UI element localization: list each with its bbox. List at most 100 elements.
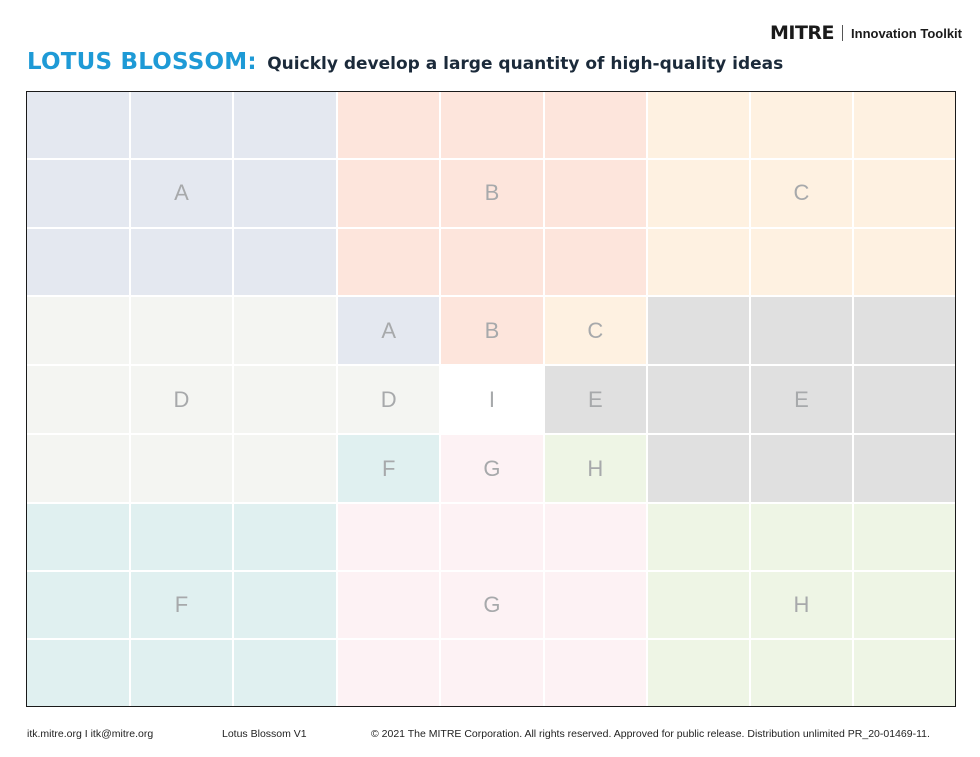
center-cell-c[interactable]: C	[544, 297, 646, 364]
idea-cell[interactable]	[130, 435, 233, 502]
center-cell-f[interactable]: F	[338, 435, 440, 502]
idea-cell[interactable]	[544, 228, 646, 295]
idea-cell[interactable]	[854, 297, 955, 364]
idea-cell[interactable]	[27, 160, 129, 227]
idea-cell[interactable]	[130, 297, 233, 364]
idea-cell[interactable]	[544, 640, 646, 706]
idea-cell[interactable]	[130, 92, 233, 159]
block-c-center[interactable]: C	[751, 160, 852, 227]
footer-contact: itk.mitre.org I itk@mitre.org	[27, 728, 154, 740]
idea-cell[interactable]	[544, 572, 646, 638]
idea-cell[interactable]	[751, 640, 852, 706]
idea-cell[interactable]	[338, 504, 440, 570]
idea-cell[interactable]	[234, 640, 336, 706]
center-cell-d[interactable]: D	[338, 366, 440, 433]
idea-cell[interactable]	[544, 160, 646, 227]
idea-cell[interactable]	[27, 366, 129, 433]
idea-cell[interactable]	[338, 640, 440, 706]
block-a-center[interactable]: A	[130, 160, 233, 227]
idea-cell[interactable]	[234, 297, 336, 364]
block-c: C	[648, 92, 955, 295]
idea-cell[interactable]	[648, 160, 749, 227]
footer-copyright: © 2021 The MITRE Corporation. All rights…	[371, 728, 930, 740]
block-e-center[interactable]: E	[751, 366, 852, 433]
brand-header: MITRE Innovation Toolkit	[770, 22, 962, 44]
block-f-center[interactable]: F	[130, 572, 233, 638]
idea-cell[interactable]	[854, 92, 955, 159]
idea-cell[interactable]	[648, 572, 749, 638]
block-a: A	[27, 92, 336, 295]
idea-cell[interactable]	[130, 504, 233, 570]
idea-cell[interactable]	[234, 92, 336, 159]
center-cell-e[interactable]: E	[544, 366, 646, 433]
idea-cell[interactable]	[751, 92, 852, 159]
center-cell-g[interactable]: G	[441, 435, 543, 502]
block-h-center[interactable]: H	[751, 572, 852, 638]
center-cell-a[interactable]: A	[338, 297, 440, 364]
block-g-center[interactable]: G	[441, 572, 543, 638]
idea-cell[interactable]	[751, 504, 852, 570]
idea-cell[interactable]	[234, 366, 336, 433]
idea-cell[interactable]	[234, 435, 336, 502]
block-d: D	[27, 297, 336, 502]
idea-cell[interactable]	[27, 504, 129, 570]
idea-cell[interactable]	[544, 92, 646, 159]
block-b-center[interactable]: B	[441, 160, 543, 227]
idea-cell[interactable]	[648, 228, 749, 295]
title-subtitle: Quickly develop a large quantity of high…	[267, 54, 784, 74]
center-cell-b[interactable]: B	[441, 297, 543, 364]
idea-cell[interactable]	[648, 297, 749, 364]
idea-cell[interactable]	[648, 435, 749, 502]
idea-cell[interactable]	[854, 366, 955, 433]
idea-cell[interactable]	[751, 228, 852, 295]
block-f: F	[27, 504, 336, 706]
idea-cell[interactable]	[234, 504, 336, 570]
idea-cell[interactable]	[648, 504, 749, 570]
page-title: LOTUS BLOSSOM: Quickly develop a large q…	[27, 49, 783, 75]
block-b: B	[338, 92, 646, 295]
idea-cell[interactable]	[27, 92, 129, 159]
idea-cell[interactable]	[854, 640, 955, 706]
idea-cell[interactable]	[854, 572, 955, 638]
idea-cell[interactable]	[130, 228, 233, 295]
idea-cell[interactable]	[854, 228, 955, 295]
center-cell-i[interactable]: I	[441, 366, 543, 433]
idea-cell[interactable]	[234, 228, 336, 295]
idea-cell[interactable]	[648, 92, 749, 159]
idea-cell[interactable]	[27, 640, 129, 706]
idea-cell[interactable]	[854, 160, 955, 227]
idea-cell[interactable]	[338, 228, 440, 295]
idea-cell[interactable]	[338, 92, 440, 159]
brand-divider	[842, 25, 844, 41]
idea-cell[interactable]	[751, 435, 852, 502]
block-h: H	[648, 504, 955, 706]
block-d-center[interactable]: D	[130, 366, 233, 433]
idea-cell[interactable]	[441, 640, 543, 706]
center-cell-h[interactable]: H	[544, 435, 646, 502]
mitre-logo: MITRE	[769, 22, 835, 44]
block-e: E	[648, 297, 955, 502]
idea-cell[interactable]	[27, 572, 129, 638]
idea-cell[interactable]	[648, 366, 749, 433]
idea-cell[interactable]	[338, 160, 440, 227]
idea-cell[interactable]	[234, 572, 336, 638]
idea-cell[interactable]	[854, 435, 955, 502]
idea-cell[interactable]	[441, 228, 543, 295]
idea-cell[interactable]	[130, 640, 233, 706]
idea-cell[interactable]	[27, 228, 129, 295]
idea-cell[interactable]	[648, 640, 749, 706]
idea-cell[interactable]	[27, 435, 129, 502]
idea-cell[interactable]	[544, 504, 646, 570]
idea-cell[interactable]	[27, 297, 129, 364]
idea-cell[interactable]	[751, 297, 852, 364]
block-g: G	[338, 504, 646, 706]
idea-cell[interactable]	[338, 572, 440, 638]
title-main: LOTUS BLOSSOM:	[27, 49, 257, 75]
idea-cell[interactable]	[441, 92, 543, 159]
idea-cell[interactable]	[854, 504, 955, 570]
idea-cell[interactable]	[234, 160, 336, 227]
footer-version: Lotus Blossom V1	[222, 728, 307, 740]
idea-cell[interactable]	[441, 504, 543, 570]
